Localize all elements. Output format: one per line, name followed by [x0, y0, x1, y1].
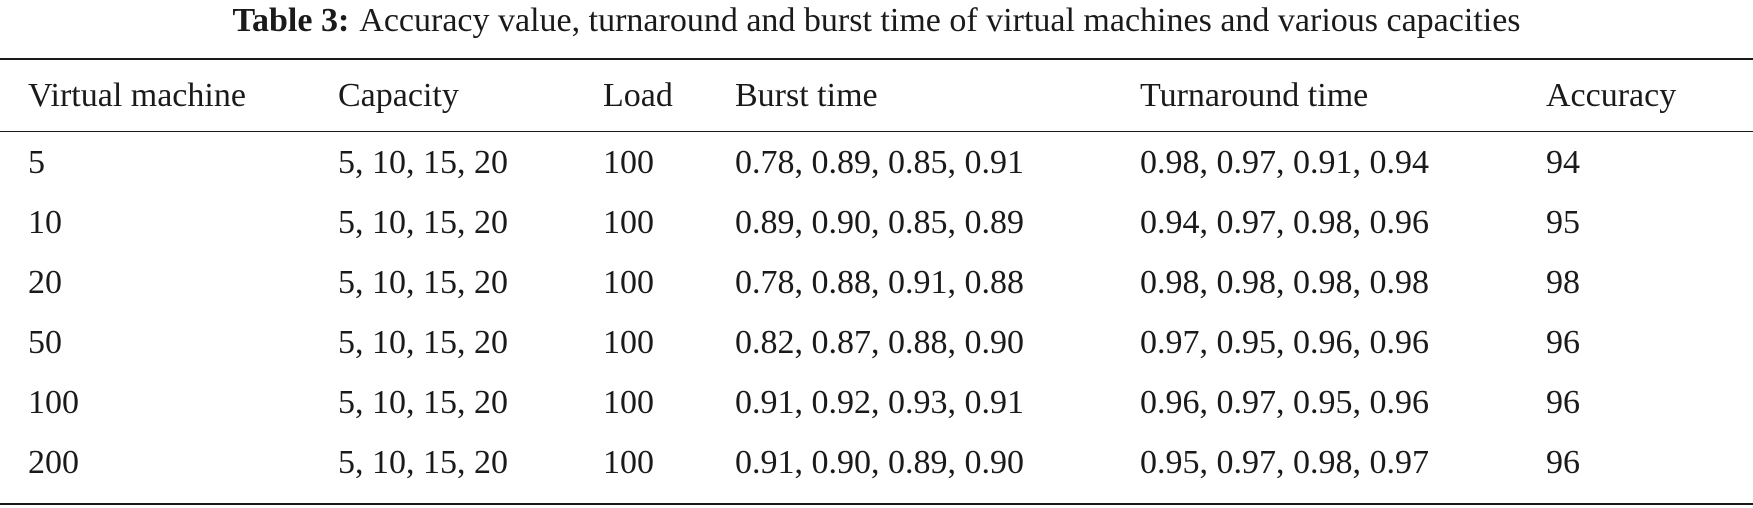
cell-burst-time: 0.91, 0.90, 0.89, 0.90: [735, 444, 1024, 481]
cell-load: 100: [603, 384, 654, 421]
table-row: 20 5, 10, 15, 20 100 0.78, 0.88, 0.91, 0…: [0, 253, 1753, 313]
cell-load: 100: [603, 204, 654, 241]
cell-accuracy: 94: [1546, 144, 1580, 181]
table-caption-label: Table 3:: [232, 2, 350, 39]
table-row: 100 5, 10, 15, 20 100 0.91, 0.92, 0.93, …: [0, 373, 1753, 433]
table-top-rule: [0, 58, 1753, 60]
header-virtual-machine: Virtual machine: [28, 76, 246, 114]
cell-capacity: 5, 10, 15, 20: [338, 144, 508, 181]
table-header-rule: [0, 131, 1753, 132]
cell-virtual-machine: 20: [28, 264, 62, 301]
cell-capacity: 5, 10, 15, 20: [338, 264, 508, 301]
cell-turnaround-time: 0.98, 0.97, 0.91, 0.94: [1140, 144, 1429, 181]
table-caption-text: Accuracy value, turnaround and burst tim…: [359, 2, 1521, 39]
cell-turnaround-time: 0.94, 0.97, 0.98, 0.96: [1140, 204, 1429, 241]
cell-burst-time: 0.78, 0.88, 0.91, 0.88: [735, 264, 1024, 301]
cell-capacity: 5, 10, 15, 20: [338, 384, 508, 421]
cell-accuracy: 96: [1546, 384, 1580, 421]
header-burst-time: Burst time: [735, 76, 878, 114]
cell-turnaround-time: 0.95, 0.97, 0.98, 0.97: [1140, 444, 1429, 481]
cell-virtual-machine: 200: [28, 444, 79, 481]
cell-accuracy: 98: [1546, 264, 1580, 301]
cell-load: 100: [603, 144, 654, 181]
header-capacity: Capacity: [338, 76, 459, 114]
cell-virtual-machine: 50: [28, 324, 62, 361]
cell-capacity: 5, 10, 15, 20: [338, 324, 508, 361]
header-turnaround-time: Turnaround time: [1140, 76, 1369, 114]
cell-capacity: 5, 10, 15, 20: [338, 444, 508, 481]
cell-virtual-machine: 100: [28, 384, 79, 421]
cell-virtual-machine: 5: [28, 144, 45, 181]
cell-accuracy: 96: [1546, 444, 1580, 481]
table-caption: Table 3: Accuracy value, turnaround and b…: [0, 0, 1753, 50]
cell-turnaround-time: 0.97, 0.95, 0.96, 0.96: [1140, 324, 1429, 361]
cell-burst-time: 0.91, 0.92, 0.93, 0.91: [735, 384, 1024, 421]
table-row: 200 5, 10, 15, 20 100 0.91, 0.90, 0.89, …: [0, 433, 1753, 493]
data-table: Virtual machine Capacity Load Burst time…: [0, 60, 1753, 493]
cell-turnaround-time: 0.96, 0.97, 0.95, 0.96: [1140, 384, 1429, 421]
table-bottom-rule: [0, 503, 1753, 505]
cell-burst-time: 0.89, 0.90, 0.85, 0.89: [735, 204, 1024, 241]
cell-accuracy: 96: [1546, 324, 1580, 361]
table-header-row: Virtual machine Capacity Load Burst time…: [0, 60, 1753, 131]
table-row: 10 5, 10, 15, 20 100 0.89, 0.90, 0.85, 0…: [0, 193, 1753, 253]
cell-turnaround-time: 0.98, 0.98, 0.98, 0.98: [1140, 264, 1429, 301]
header-accuracy: Accuracy: [1546, 76, 1677, 114]
header-load: Load: [603, 76, 673, 114]
cell-load: 100: [603, 324, 654, 361]
cell-load: 100: [603, 444, 654, 481]
cell-capacity: 5, 10, 15, 20: [338, 204, 508, 241]
cell-burst-time: 0.82, 0.87, 0.88, 0.90: [735, 324, 1024, 361]
cell-load: 100: [603, 264, 654, 301]
cell-burst-time: 0.78, 0.89, 0.85, 0.91: [735, 144, 1024, 181]
cell-virtual-machine: 10: [28, 204, 62, 241]
table-row: 50 5, 10, 15, 20 100 0.82, 0.87, 0.88, 0…: [0, 313, 1753, 373]
cell-accuracy: 95: [1546, 204, 1580, 241]
table-row: 5 5, 10, 15, 20 100 0.78, 0.89, 0.85, 0.…: [0, 131, 1753, 193]
